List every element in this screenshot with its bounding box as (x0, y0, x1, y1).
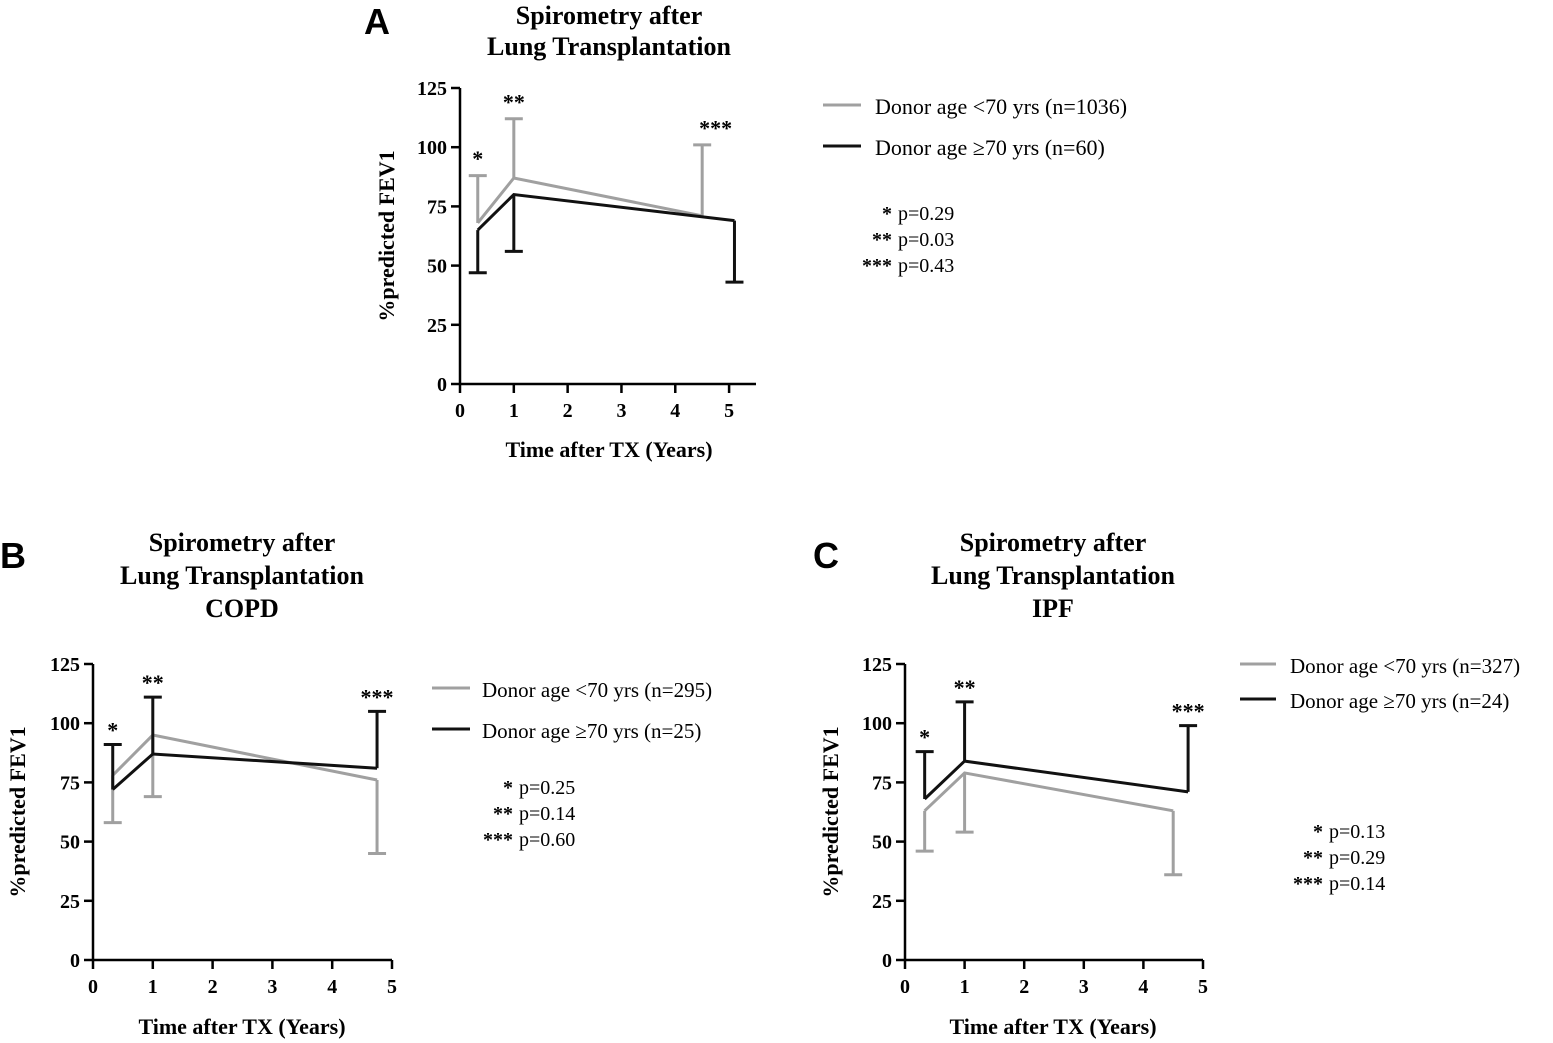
chart-panel-c: C Spirometry after Lung Transplantation IPF… (813, 528, 1520, 1039)
chart-title-line: COPD (205, 594, 279, 623)
significance-marker: ** (954, 675, 976, 700)
pvalue-text: p=0.43 (898, 255, 954, 277)
y-tick-label: 100 (50, 713, 80, 735)
series-1 (915, 700, 1198, 801)
y-tick-label: 0 (70, 950, 80, 972)
panel-label: C (813, 535, 839, 576)
y-tick-label: 50 (60, 832, 80, 854)
x-tick-label: 5 (724, 400, 734, 422)
pvalue-stars: *** (483, 829, 513, 851)
panel-label: B (0, 535, 26, 576)
y-tick-label: 125 (862, 654, 892, 676)
pvalue-stars: ** (872, 229, 892, 251)
legend-label: Donor age <70 yrs (n=295) (482, 678, 712, 702)
chart-panel-b: B Spirometry after Lung Transplantation COP… (0, 528, 712, 1039)
series-1 (103, 695, 387, 791)
x-tick-label: 1 (148, 976, 158, 998)
x-tick-label: 2 (1019, 976, 1029, 998)
pvalue-stars: ** (493, 803, 513, 825)
significance-marker: * (919, 725, 930, 750)
significance-marker: * (107, 717, 118, 742)
chart-title-line: Spirometry after (149, 528, 336, 557)
y-tick-label: 0 (437, 374, 447, 396)
significance-marker: ** (142, 670, 164, 695)
y-tick-label: 75 (872, 772, 892, 794)
series-0 (468, 117, 712, 224)
chart-title-line: Spirometry after (960, 528, 1147, 557)
chart-title-line: Lung Transplantation (120, 561, 365, 590)
x-tick-label: 3 (616, 400, 626, 422)
y-tick-label: 100 (862, 713, 892, 735)
x-tick-label: 1 (960, 976, 970, 998)
legend-label: Donor age ≥70 yrs (n=24) (1290, 689, 1509, 713)
x-tick-label: 5 (1198, 976, 1208, 998)
y-axis-label: %predicted FEV1 (818, 726, 843, 897)
pvalue-text: p=0.25 (519, 777, 575, 799)
y-tick-label: 25 (60, 891, 80, 913)
y-tick-label: 25 (872, 891, 892, 913)
pvalue-stars: * (882, 203, 892, 225)
pvalue-text: p=0.29 (1329, 847, 1385, 869)
x-tick-label: 1 (509, 400, 519, 422)
chart-title-line: Spirometry after (516, 1, 703, 30)
x-axis-label: Time after TX (Years) (505, 437, 712, 462)
y-axis-label: %predicted FEV1 (5, 726, 30, 897)
chart-title-line: IPF (1032, 594, 1074, 623)
x-tick-label: 2 (208, 976, 218, 998)
significance-marker: *** (361, 684, 394, 709)
pvalue-stars: * (1313, 821, 1323, 843)
x-axis-label: Time after TX (Years) (138, 1014, 345, 1039)
y-tick-label: 100 (417, 137, 447, 159)
x-tick-label: 5 (387, 976, 397, 998)
pvalue-stars: * (503, 777, 513, 799)
x-tick-label: 3 (267, 976, 277, 998)
y-tick-label: 50 (427, 256, 447, 278)
series-0 (103, 733, 387, 855)
pvalue-text: p=0.13 (1329, 821, 1385, 843)
series-1 (468, 192, 744, 284)
chart-title-line: Lung Transplantation (931, 561, 1176, 590)
y-tick-label: 25 (427, 315, 447, 337)
chart-title-line: Lung Transplantation (487, 32, 732, 61)
series-line (923, 771, 1174, 813)
pvalue-stars: *** (862, 255, 892, 277)
series-0 (915, 771, 1183, 877)
legend-label: Donor age ≥70 yrs (n=25) (482, 719, 701, 743)
x-tick-label: 4 (327, 976, 337, 998)
pvalue-text: p=0.29 (898, 203, 954, 225)
y-tick-label: 75 (60, 772, 80, 794)
legend-label: Donor age ≥70 yrs (n=60) (875, 135, 1105, 160)
x-tick-label: 3 (1079, 976, 1089, 998)
series-line (476, 176, 703, 224)
legend-label: Donor age <70 yrs (n=327) (1290, 654, 1520, 678)
x-tick-label: 0 (88, 976, 98, 998)
significance-marker: *** (699, 115, 732, 140)
y-tick-label: 125 (417, 78, 447, 100)
x-tick-label: 0 (455, 400, 465, 422)
pvalue-stars: *** (1293, 873, 1323, 895)
panel-label: A (364, 1, 390, 42)
x-tick-label: 2 (563, 400, 573, 422)
x-tick-label: 0 (900, 976, 910, 998)
pvalue-text: p=0.14 (519, 803, 575, 825)
significance-marker: ** (503, 89, 525, 114)
legend-label: Donor age <70 yrs (n=1036) (875, 94, 1127, 119)
pvalue-text: p=0.03 (898, 229, 954, 251)
y-tick-label: 75 (427, 196, 447, 218)
x-tick-label: 4 (1138, 976, 1148, 998)
x-axis-label: Time after TX (Years) (949, 1014, 1156, 1039)
significance-marker: *** (1172, 698, 1205, 723)
pvalue-text: p=0.60 (519, 829, 575, 851)
y-tick-label: 50 (872, 832, 892, 854)
series-line (476, 192, 735, 232)
y-axis-label: %predicted FEV1 (374, 150, 399, 321)
pvalue-text: p=0.14 (1329, 873, 1385, 895)
pvalue-stars: ** (1303, 847, 1323, 869)
significance-marker: * (472, 146, 483, 171)
x-tick-label: 4 (670, 400, 680, 422)
y-tick-label: 125 (50, 654, 80, 676)
y-tick-label: 0 (882, 950, 892, 972)
